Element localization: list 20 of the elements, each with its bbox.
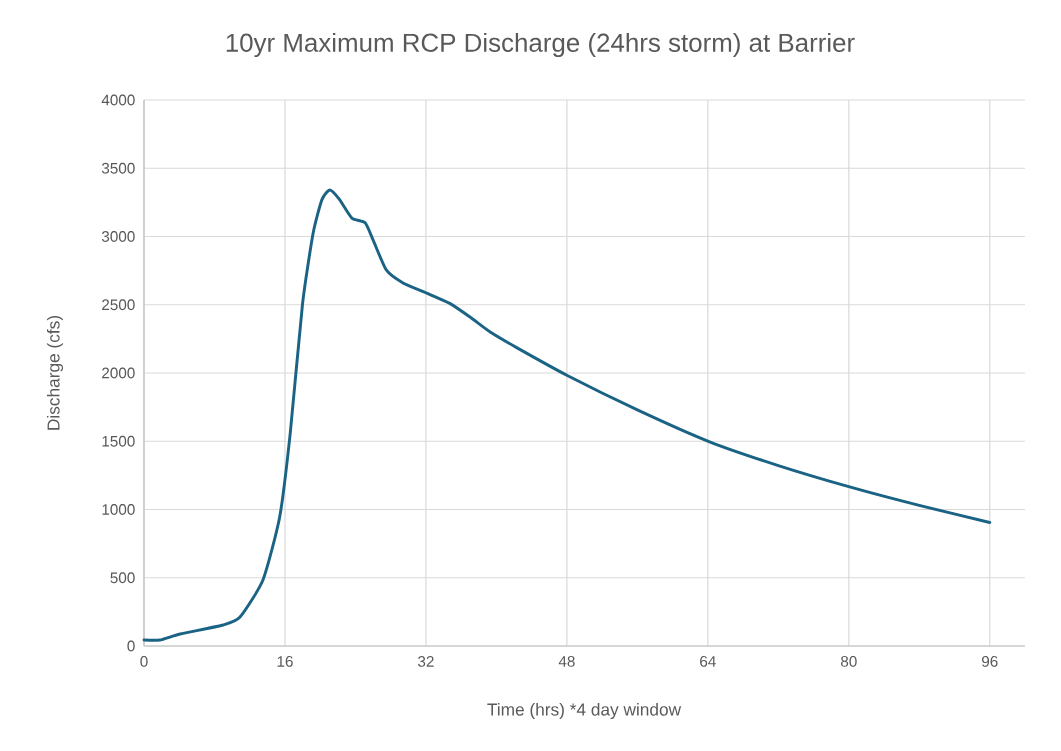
x-tick-label: 0 xyxy=(140,656,148,667)
x-tick-label: 32 xyxy=(418,656,434,667)
y-tick-label: 1000 xyxy=(102,504,135,515)
x-tick-label: 48 xyxy=(558,656,575,667)
y-tick-label: 4000 xyxy=(101,94,135,106)
y-tick-label: 0 xyxy=(127,640,135,652)
y-tick-label: 3500 xyxy=(101,162,135,174)
x-axis-title: Time (hrs) *4 day window xyxy=(487,702,682,720)
x-tick-label: 16 xyxy=(277,656,293,667)
y-axis-title: Discharge (cfs) xyxy=(46,316,64,430)
x-tick-label: 64 xyxy=(700,656,716,667)
x-tick-label: 80 xyxy=(840,656,857,667)
chart-title: 10yr Maximum RCP Discharge (24hrs storm) at Barrier xyxy=(226,32,855,58)
y-tick-label: 500 xyxy=(110,572,135,584)
y-tick-label: 2000 xyxy=(102,367,135,379)
y-tick-label: 2500 xyxy=(102,299,135,311)
x-tick-label: 96 xyxy=(981,656,998,667)
line-series xyxy=(142,188,992,642)
y-tick-label: 3000 xyxy=(101,231,135,242)
y-tick-label: 1500 xyxy=(102,435,135,447)
